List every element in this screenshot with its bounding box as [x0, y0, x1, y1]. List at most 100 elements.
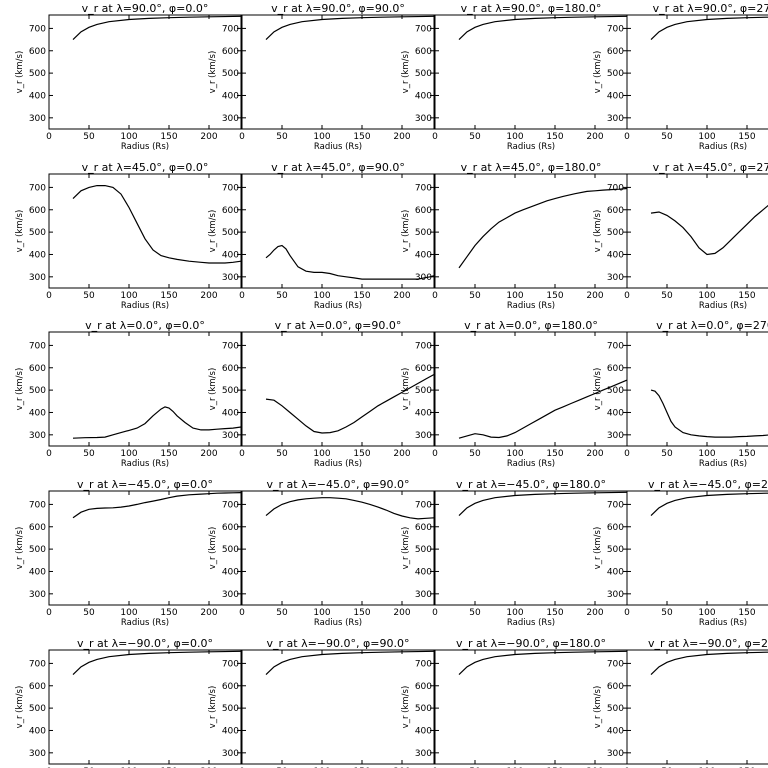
x-tick-label: 150 — [546, 608, 563, 618]
y-tick-label: 500 — [222, 545, 239, 555]
subplot-title: v_r at λ=0.0°, φ=270.0° — [656, 319, 768, 332]
subplot-title: v_r at λ=0.0°, φ=0.0° — [85, 319, 205, 332]
y-tick-label: 600 — [29, 206, 46, 216]
y-tick-label: 400 — [607, 408, 624, 418]
y-axis-label: v_r (km/s) — [593, 368, 603, 411]
y-tick-label: 300 — [29, 590, 46, 600]
y-tick-label: 600 — [29, 47, 46, 57]
y-tick-label: 500 — [29, 386, 46, 396]
x-tick-label: 50 — [469, 132, 481, 142]
x-tick-label: 200 — [200, 608, 217, 618]
series-line — [458, 15, 628, 41]
y-tick-label: 300 — [222, 273, 239, 283]
y-tick-label: 500 — [222, 228, 239, 238]
x-tick-label: 100 — [313, 449, 330, 459]
x-axis-label: Radius (Rs) — [121, 301, 169, 311]
y-axis-label: v_r (km/s) — [208, 51, 218, 94]
x-axis-label: Radius (Rs) — [699, 459, 747, 469]
subplot-title: v_r at λ=−45.0°, φ=0.0° — [77, 478, 213, 491]
x-tick-label: 200 — [200, 132, 217, 142]
x-tick-label: 150 — [546, 449, 563, 459]
plot-frame — [48, 173, 242, 289]
plot-frame — [626, 14, 768, 130]
y-axis-label: v_r (km/s) — [208, 210, 218, 253]
x-tick-label: 50 — [276, 132, 288, 142]
y-tick-label: 500 — [415, 704, 432, 714]
series-line — [458, 187, 628, 269]
y-tick-label: 700 — [29, 659, 46, 669]
y-tick-label: 700 — [415, 183, 432, 193]
y-tick-label: 500 — [29, 704, 46, 714]
y-axis-label: v_r (km/s) — [15, 527, 25, 570]
x-tick-label: 100 — [698, 132, 715, 142]
x-tick-label: 0 — [239, 132, 245, 142]
subplot: v_r at λ=−45.0°, φ=270.0°050100150200300… — [593, 478, 768, 628]
y-tick-label: 500 — [415, 545, 432, 555]
y-tick-label: 600 — [415, 206, 432, 216]
y-tick-label: 500 — [29, 69, 46, 79]
x-tick-label: 0 — [624, 291, 630, 301]
x-tick-label: 0 — [46, 132, 52, 142]
x-tick-label: 200 — [586, 132, 603, 142]
subplot: v_r at λ=−90.0°, φ=180.0°050100150200300… — [401, 637, 628, 768]
x-tick-label: 0 — [432, 132, 438, 142]
y-tick-label: 600 — [222, 206, 239, 216]
y-tick-label: 400 — [222, 91, 239, 101]
subplot: v_r at λ=−90.0°, φ=270.0°050100150200300… — [593, 637, 768, 768]
x-tick-label: 150 — [353, 449, 370, 459]
y-tick-label: 400 — [29, 250, 46, 260]
x-tick-label: 0 — [239, 608, 245, 618]
y-tick-label: 500 — [607, 704, 624, 714]
plot-frame — [626, 490, 768, 606]
plot-frame — [48, 331, 242, 447]
plot-frame — [626, 173, 768, 289]
x-tick-label: 150 — [738, 608, 755, 618]
subplot-title: v_r at λ=45.0°, φ=90.0° — [271, 161, 405, 174]
x-tick-label: 100 — [506, 608, 523, 618]
subplot-title: v_r at λ=−90.0°, φ=0.0° — [77, 637, 213, 650]
x-tick-label: 150 — [160, 449, 177, 459]
y-tick-label: 700 — [222, 183, 239, 193]
y-tick-label: 700 — [607, 659, 624, 669]
subplot-title: v_r at λ=45.0°, φ=0.0° — [82, 161, 209, 174]
x-tick-label: 100 — [698, 608, 715, 618]
y-tick-label: 300 — [415, 431, 432, 441]
y-tick-label: 600 — [607, 523, 624, 533]
x-tick-label: 150 — [546, 132, 563, 142]
y-tick-label: 700 — [415, 659, 432, 669]
y-tick-label: 400 — [415, 91, 432, 101]
x-axis-label: Radius (Rs) — [314, 142, 362, 152]
x-tick-label: 50 — [83, 132, 95, 142]
y-tick-label: 600 — [607, 47, 624, 57]
x-tick-label: 100 — [120, 132, 137, 142]
y-tick-label: 400 — [29, 567, 46, 577]
x-tick-label: 100 — [506, 449, 523, 459]
x-tick-label: 100 — [313, 291, 330, 301]
y-tick-label: 500 — [607, 386, 624, 396]
y-axis-label: v_r (km/s) — [401, 368, 411, 411]
x-tick-label: 0 — [46, 608, 52, 618]
y-tick-label: 300 — [415, 749, 432, 759]
x-tick-label: 200 — [200, 449, 217, 459]
x-tick-label: 0 — [624, 608, 630, 618]
y-tick-label: 300 — [29, 273, 46, 283]
subplot: v_r at λ=0.0°, φ=0.0° 0 50 100 150 200 300 400 5… — [15, 319, 242, 469]
x-axis-label: Radius (Rs) — [699, 142, 747, 152]
x-tick-label: 100 — [313, 132, 330, 142]
series-line — [265, 15, 435, 41]
y-tick-label: 300 — [29, 431, 46, 441]
plot-frame — [626, 649, 768, 765]
x-tick-label: 50 — [83, 449, 95, 459]
x-tick-label: 100 — [698, 449, 715, 459]
y-tick-label: 400 — [607, 250, 624, 260]
y-tick-label: 600 — [29, 682, 46, 692]
x-tick-label: 150 — [160, 132, 177, 142]
y-tick-label: 300 — [29, 749, 46, 759]
x-tick-label: 200 — [200, 291, 217, 301]
y-tick-label: 300 — [222, 114, 239, 124]
x-tick-label: 0 — [46, 449, 52, 459]
x-tick-label: 100 — [120, 608, 137, 618]
series-line — [265, 373, 435, 434]
x-tick-label: 50 — [469, 608, 481, 618]
